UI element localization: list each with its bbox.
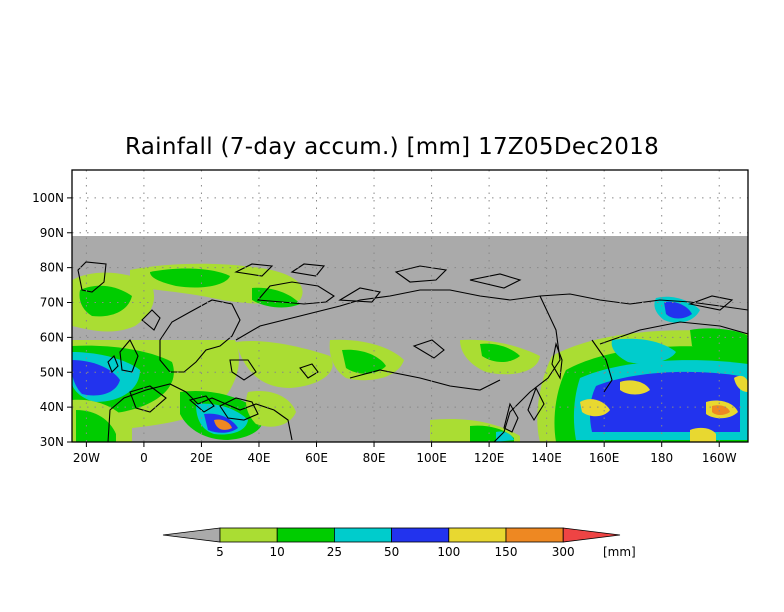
- lon-tick-label: 160E: [589, 451, 620, 465]
- lat-tick-label: 50N: [40, 365, 64, 379]
- lon-tick-label: 20E: [190, 451, 213, 465]
- lat-tick-label: 30N: [40, 435, 64, 449]
- lat-tick-label: 60N: [40, 330, 64, 344]
- lon-tick-label: 120E: [474, 451, 505, 465]
- lon-tick-label: 40E: [248, 451, 271, 465]
- lon-tick-label: 140E: [531, 451, 562, 465]
- map-frame: [71, 169, 749, 443]
- map-title: Rainfall (7-day accum.) [mm] 17Z05Dec201…: [125, 134, 659, 160]
- longitude-axis: 20W 0 20E 40E 60E 80E 100E 120E 140E 160E 180 160W: [73, 442, 737, 465]
- lon-tick-label: 60E: [305, 451, 328, 465]
- latitude-axis: 100N 90N 80N 70N 60N 50N 40N 30N: [32, 191, 72, 449]
- lon-tick-label: 100E: [416, 451, 447, 465]
- lat-tick-label: 40N: [40, 400, 64, 414]
- precipitation-field: [72, 263, 748, 442]
- lat-tick-label: 80N: [40, 261, 64, 275]
- lon-tick-label: 160W: [702, 451, 737, 465]
- lat-tick-label: 100N: [32, 191, 64, 205]
- lon-tick-label: 0: [140, 451, 148, 465]
- gridlines: [72, 170, 748, 442]
- lon-tick-label: 20W: [73, 451, 100, 465]
- lat-tick-label: 90N: [40, 226, 64, 240]
- lon-tick-label: 80E: [363, 451, 386, 465]
- lat-tick-label: 70N: [40, 296, 64, 310]
- lon-tick-label: 180: [650, 451, 673, 465]
- coastlines: [77, 261, 748, 442]
